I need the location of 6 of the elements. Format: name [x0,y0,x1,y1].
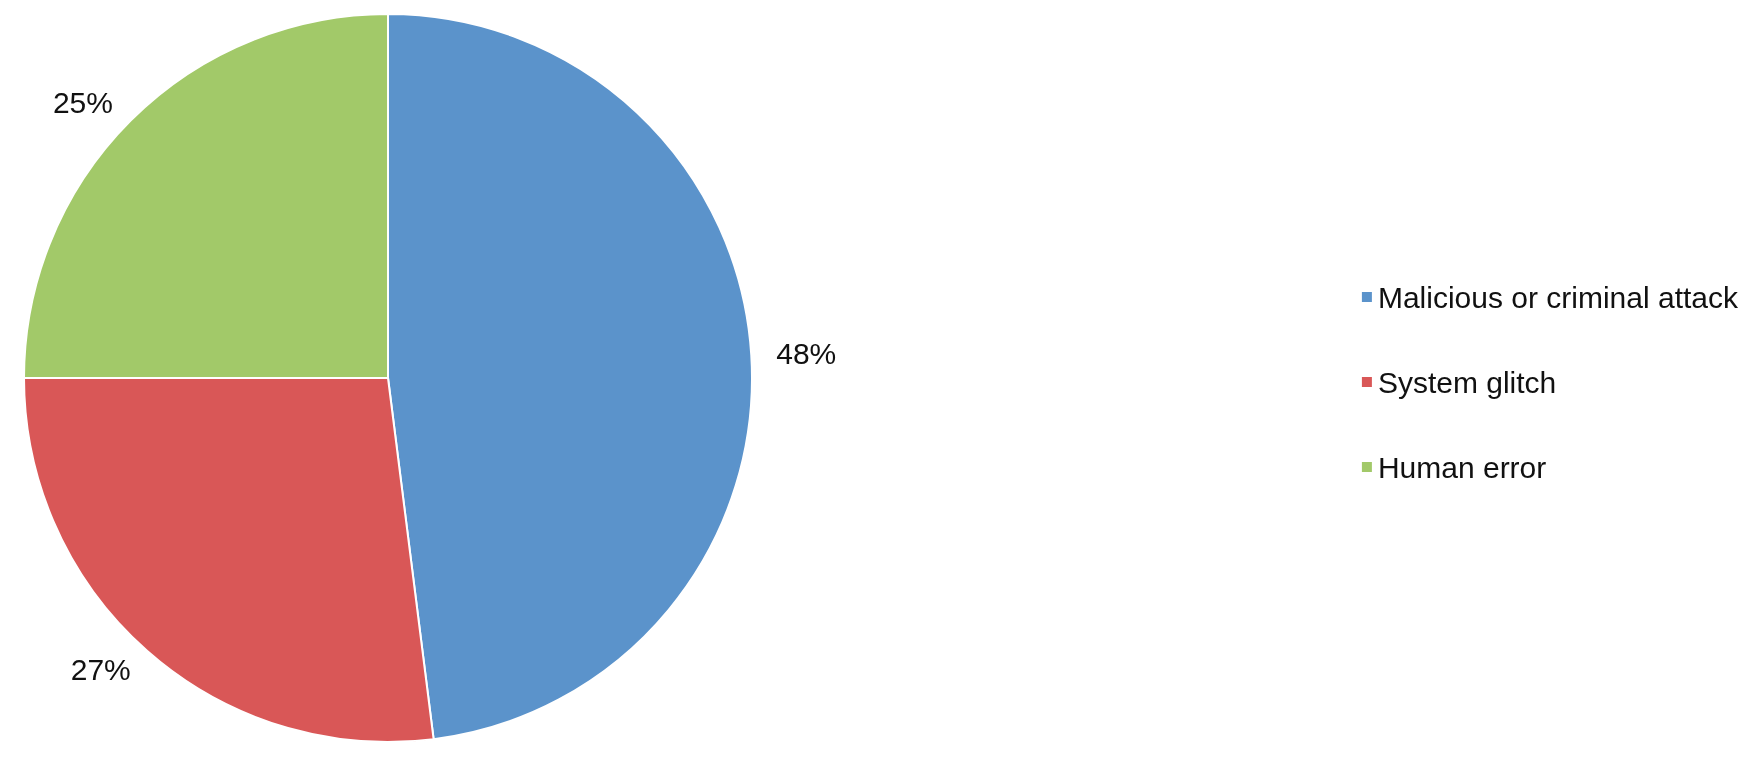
data-label: 48% [776,337,837,371]
legend-label: Human error [1377,450,1547,484]
legend-label: System glitch [1377,365,1557,399]
data-label: 25% [52,86,113,120]
legend-label: Malicious or criminal attack [1377,280,1739,314]
data-label: 27% [70,653,131,687]
